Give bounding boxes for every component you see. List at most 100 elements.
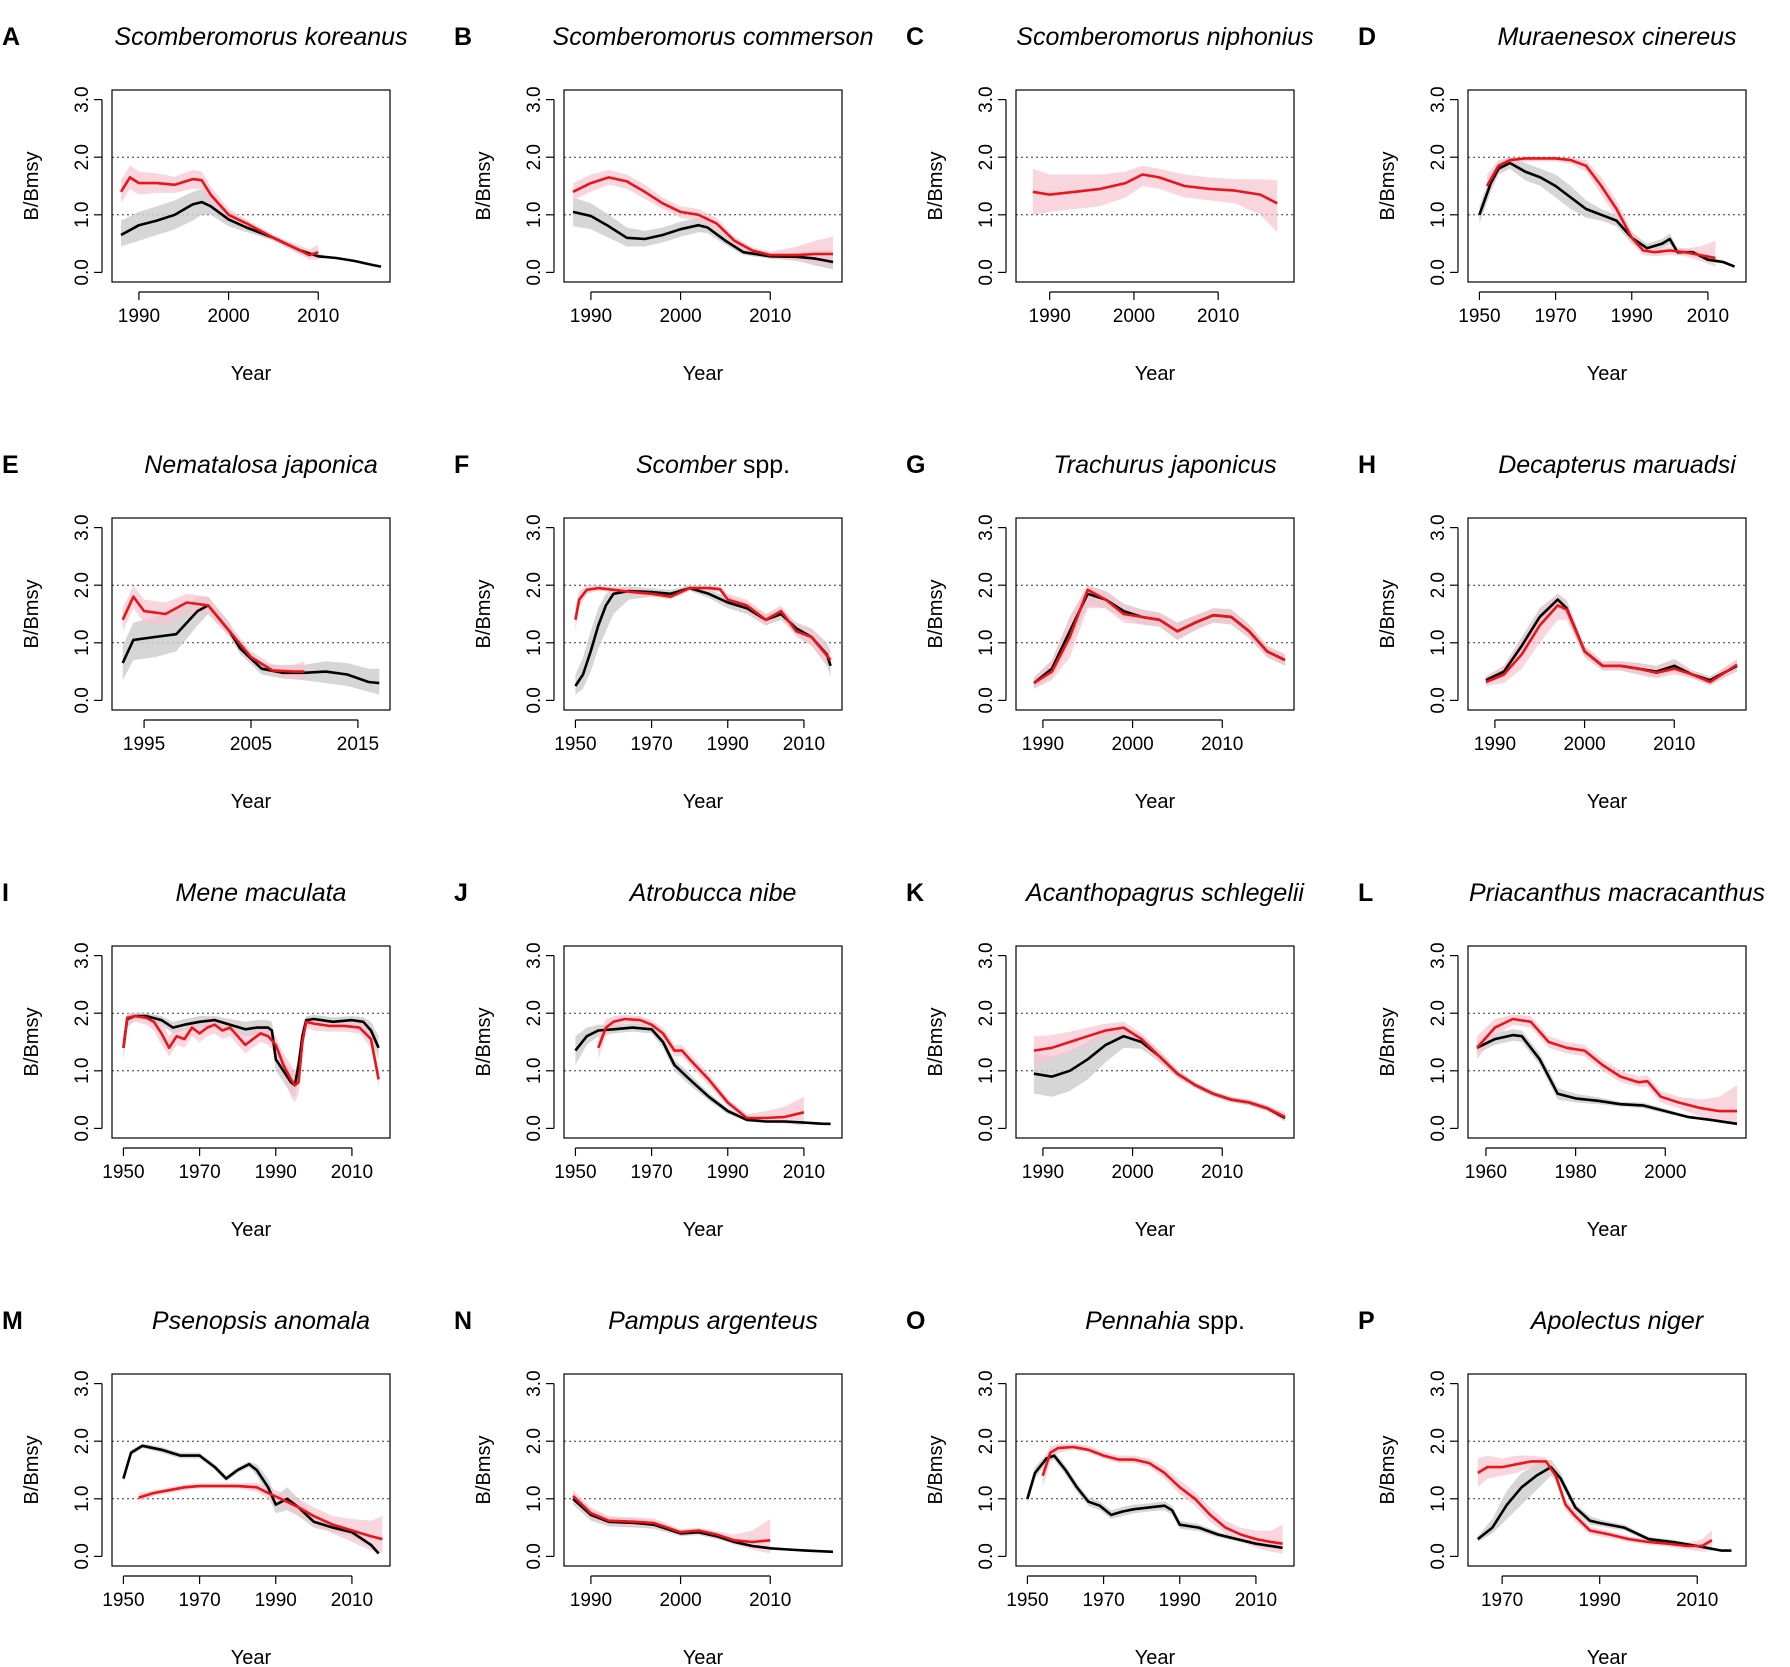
- x-tick-label: 1990: [1611, 306, 1653, 327]
- y-tick-label: 0.0: [976, 259, 997, 285]
- x-tick-label: 2000: [659, 1590, 701, 1611]
- y-axis-label: B/Bmsy: [21, 1436, 43, 1505]
- y-tick-label: 2.0: [524, 144, 545, 170]
- y-tick-label: 3.0: [72, 86, 93, 112]
- x-tick-label: 2000: [1644, 1162, 1686, 1183]
- panel-f: F Scomber spp. 0.0 1.0 2.0 3.0 1950 1970 1990 201…: [454, 451, 843, 813]
- x-tick-label: 1990: [707, 1162, 749, 1183]
- y-tick-label: 2.0: [72, 144, 93, 170]
- black-uncertainty-band: [1477, 1459, 1732, 1552]
- x-tick-label: 2010: [783, 734, 825, 755]
- red-series-line: [1485, 604, 1738, 684]
- panel-letter: F: [454, 451, 469, 479]
- y-tick-label: 3.0: [976, 942, 997, 968]
- black-series-line: [120, 200, 382, 268]
- panel-title-species: Scomber: [636, 451, 738, 479]
- y-tick-label: 3.0: [1428, 86, 1449, 112]
- x-tick-label: 1990: [707, 734, 749, 755]
- x-tick-label: 1950: [1006, 1590, 1048, 1611]
- x-tick-label: 1950: [554, 734, 596, 755]
- panel-title: Mene maculata: [176, 879, 347, 907]
- x-tick-label: 1970: [178, 1162, 220, 1183]
- y-tick-label: 0.0: [1428, 1115, 1449, 1141]
- red-series-line: [1033, 1026, 1286, 1119]
- black-series-line: [122, 1444, 380, 1555]
- y-tick-label: 3.0: [976, 514, 997, 540]
- red-series-line: [121, 595, 305, 673]
- y-tick-label: 2.0: [1428, 1000, 1449, 1026]
- panel-p: P Apolectus niger 0.0 1.0 2.0 3.0 1970 1990 2010…: [1358, 1307, 1747, 1667]
- black-series-line: [121, 604, 380, 685]
- y-tick-label: 0.0: [72, 1115, 93, 1141]
- y-axis-label: B/Bmsy: [21, 1008, 43, 1077]
- panel-title-suffix: spp.: [1191, 1307, 1245, 1335]
- red-uncertainty-band: [122, 585, 305, 681]
- panel-k: K Acanthopagrus schlegelii 0.0 1.0 2.0 3.0 199…: [906, 879, 1305, 1241]
- x-tick-label: 2000: [1113, 306, 1155, 327]
- panel-i: I Mene maculata 0.0 1.0 2.0 3.0 1950 1970 1990 20…: [2, 879, 391, 1241]
- x-axis-label: Year: [231, 363, 272, 385]
- y-tick-label: 0.0: [976, 1543, 997, 1569]
- panel-letter: M: [2, 1307, 23, 1335]
- y-tick-label: 2.0: [976, 144, 997, 170]
- y-tick-label: 1.0: [524, 1486, 545, 1512]
- panel-title-species: Nematalosa japonica: [144, 451, 378, 479]
- y-tick-label: 3.0: [1428, 942, 1449, 968]
- panel-letter: D: [1358, 23, 1376, 51]
- panel-title: Acanthopagrus schlegelii: [1024, 879, 1305, 907]
- x-tick-label: 1950: [102, 1590, 144, 1611]
- y-tick-label: 2.0: [72, 1428, 93, 1454]
- red-uncertainty-band: [1485, 593, 1737, 686]
- x-tick-label: 1970: [630, 1162, 672, 1183]
- x-axis-label: Year: [1135, 791, 1176, 813]
- x-tick-label: 2000: [1111, 734, 1153, 755]
- panel-letter: J: [454, 879, 468, 907]
- panel-letter: C: [906, 23, 924, 51]
- plot-frame: [1467, 945, 1747, 1139]
- y-tick-label: 0.0: [1428, 687, 1449, 713]
- panel-title: Pennahia spp.: [1085, 1307, 1245, 1335]
- panel-title-species: Mene maculata: [176, 879, 347, 907]
- x-tick-label: 2010: [1197, 306, 1239, 327]
- y-tick-label: 2.0: [524, 1428, 545, 1454]
- x-tick-label: 1970: [178, 1590, 220, 1611]
- y-tick-label: 2.0: [976, 572, 997, 598]
- x-tick-label: 2010: [783, 1162, 825, 1183]
- panel-title-species: Scomberomorus koreanus: [114, 23, 407, 51]
- panel-letter: O: [906, 1307, 925, 1335]
- panel-letter: A: [2, 23, 20, 51]
- y-tick-label: 2.0: [524, 1000, 545, 1026]
- y-axis-label: B/Bmsy: [925, 152, 947, 221]
- y-tick-label: 1.0: [976, 1486, 997, 1512]
- y-axis-label: B/Bmsy: [1377, 580, 1399, 649]
- red-series-line: [574, 586, 832, 661]
- panel-title-species: Atrobucca nibe: [628, 879, 797, 907]
- x-axis-label: Year: [1587, 791, 1628, 813]
- x-tick-label: 1950: [554, 1162, 596, 1183]
- x-tick-label: 1990: [1474, 734, 1516, 755]
- panel-h: H Decapterus maruadsi 0.0 1.0 2.0 3.0 1990 2000…: [1358, 451, 1747, 813]
- x-tick-label: 1970: [630, 734, 672, 755]
- y-tick-label: 1.0: [524, 630, 545, 656]
- x-axis-label: Year: [683, 791, 724, 813]
- black-series-line: [1026, 1454, 1283, 1550]
- red-uncertainty-band: [138, 1482, 383, 1554]
- plot-frame: [1015, 89, 1295, 283]
- x-tick-label: 2010: [1201, 1162, 1243, 1183]
- panel-a: A Scomberomorus koreanus 0.0 1.0 2.0 3.0 1990 2…: [2, 23, 408, 385]
- y-tick-label: 3.0: [72, 942, 93, 968]
- x-tick-label: 2010: [331, 1590, 373, 1611]
- x-tick-label: 2010: [331, 1162, 373, 1183]
- panel-title-species: Pennahia: [1085, 1307, 1191, 1335]
- x-tick-label: 2000: [1111, 1162, 1153, 1183]
- panel-title: Pampus argenteus: [608, 1307, 818, 1335]
- plot-frame: [1015, 517, 1295, 711]
- y-tick-label: 3.0: [524, 514, 545, 540]
- x-tick-label: 2000: [207, 306, 249, 327]
- y-axis-label: B/Bmsy: [1377, 1008, 1399, 1077]
- panel-title-species: Scomberomorus niphonius: [1016, 23, 1313, 51]
- panel-letter: P: [1358, 1307, 1375, 1335]
- y-tick-label: 3.0: [72, 1370, 93, 1396]
- x-axis-label: Year: [683, 1219, 724, 1241]
- y-tick-label: 1.0: [524, 202, 545, 228]
